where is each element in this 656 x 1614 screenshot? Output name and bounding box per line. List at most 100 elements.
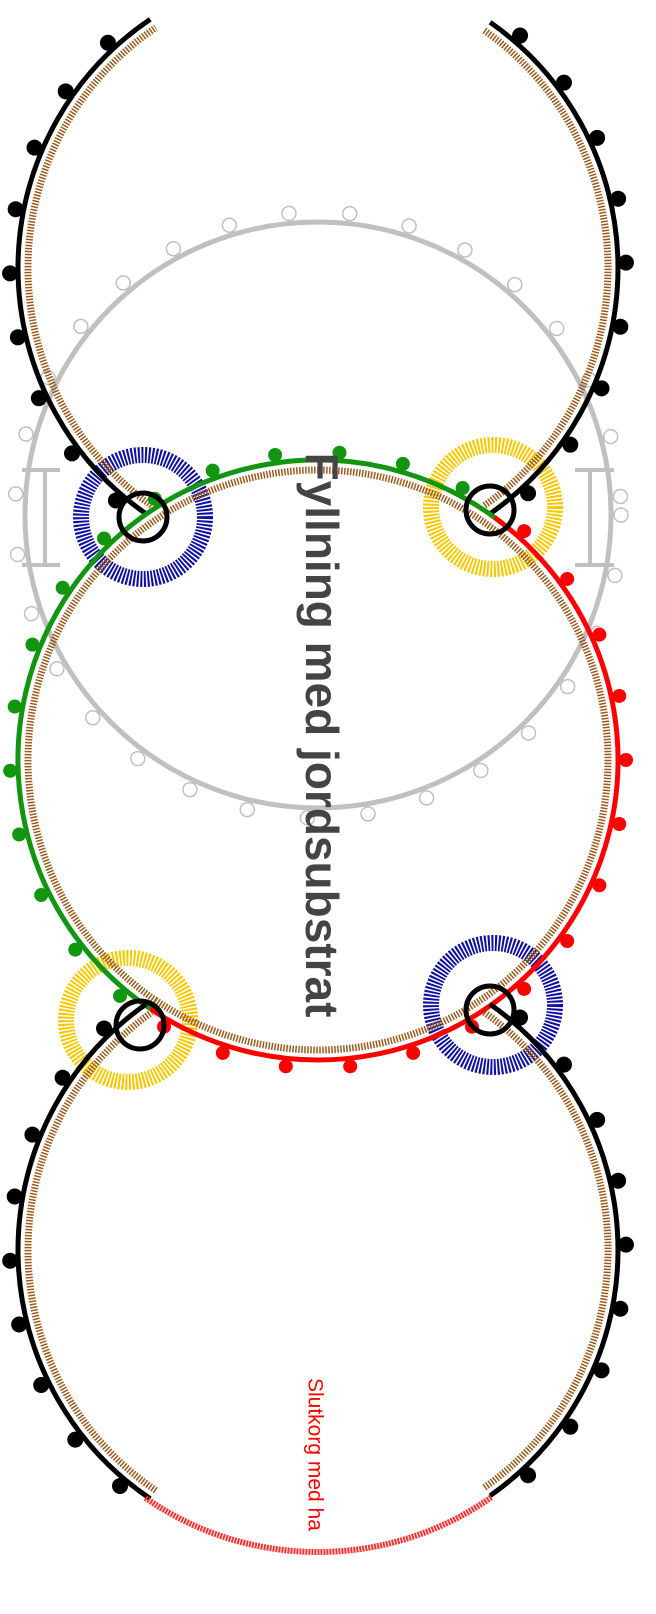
dot xyxy=(555,74,572,91)
main-label: Fyllning med jordsubstrat xyxy=(296,453,348,1018)
dot xyxy=(562,436,579,453)
gray-dot xyxy=(549,320,565,337)
dot xyxy=(99,34,116,51)
brown-arc xyxy=(24,1009,158,1494)
dot xyxy=(268,447,283,462)
gray-dot xyxy=(520,725,537,741)
joint xyxy=(113,998,167,1052)
gray-dot xyxy=(473,762,489,779)
dot xyxy=(343,1059,358,1074)
joint xyxy=(463,983,517,1037)
dot xyxy=(97,531,112,546)
gray-dot xyxy=(9,546,26,563)
dot xyxy=(612,318,629,335)
dot xyxy=(455,481,470,496)
gray-dot xyxy=(602,428,619,445)
red-arc xyxy=(143,1494,493,1555)
dot xyxy=(332,445,347,460)
brown-arc xyxy=(153,522,612,1054)
dot xyxy=(612,688,627,703)
dot xyxy=(33,1377,50,1394)
dot xyxy=(96,1020,113,1037)
dot xyxy=(64,445,81,462)
dot xyxy=(3,763,18,778)
shapes xyxy=(2,17,634,1555)
arc xyxy=(15,457,496,1011)
gray-dot xyxy=(559,678,576,695)
dot xyxy=(7,201,24,218)
dot xyxy=(2,1252,19,1269)
dot xyxy=(517,981,532,996)
dot xyxy=(25,637,40,652)
dot xyxy=(24,1126,41,1143)
dot xyxy=(562,1418,579,1435)
brown-arc xyxy=(24,466,491,1004)
dot xyxy=(610,1172,627,1189)
gray-dot xyxy=(130,750,146,767)
gray-dot xyxy=(18,426,34,442)
dot xyxy=(112,1477,129,1494)
dot xyxy=(395,456,410,471)
arc xyxy=(148,515,621,1063)
dot xyxy=(593,380,610,397)
dot xyxy=(2,265,19,282)
dot xyxy=(555,1056,572,1073)
gray-dot xyxy=(7,486,24,502)
gray-dot xyxy=(401,218,417,234)
brown-arc xyxy=(482,27,612,509)
gray-dot xyxy=(49,661,65,677)
ring xyxy=(73,447,213,587)
arc xyxy=(488,20,621,516)
dot xyxy=(406,1045,421,1060)
dot xyxy=(612,817,627,832)
dot xyxy=(9,329,26,346)
arc xyxy=(488,1002,621,1498)
dot xyxy=(560,934,575,949)
dot xyxy=(517,524,532,539)
dot xyxy=(592,878,607,893)
joint xyxy=(116,490,170,544)
gray-dot xyxy=(85,709,101,726)
dot xyxy=(592,627,607,642)
dot xyxy=(617,1236,634,1253)
gray-dot xyxy=(165,240,182,257)
gray-dot xyxy=(182,781,198,798)
gray-dot xyxy=(73,318,89,335)
joint xyxy=(463,483,517,537)
dot xyxy=(67,1431,84,1448)
arc xyxy=(15,1002,152,1501)
dot xyxy=(11,1316,28,1333)
gray-dot xyxy=(457,242,473,258)
end-label: Slutkorg med ha xyxy=(303,1378,326,1531)
dot xyxy=(12,827,27,842)
dot xyxy=(520,1467,537,1484)
gray-dot xyxy=(115,275,131,291)
dot xyxy=(55,580,70,595)
dot xyxy=(612,1300,629,1317)
dot xyxy=(589,1111,606,1128)
gray-dot xyxy=(239,801,256,818)
ring xyxy=(423,437,563,577)
dot xyxy=(610,190,627,207)
gray-dot xyxy=(221,217,238,233)
gray-dot xyxy=(507,276,523,293)
gray-dot xyxy=(612,488,629,505)
dot xyxy=(520,485,537,502)
gray-dot xyxy=(360,806,376,822)
gray-dot xyxy=(418,790,435,806)
dot xyxy=(619,753,633,767)
dot xyxy=(215,1045,230,1060)
dot xyxy=(205,463,220,478)
dot xyxy=(593,1362,610,1379)
gray-dot xyxy=(299,810,316,826)
dot xyxy=(6,1188,23,1205)
dot xyxy=(278,1059,293,1074)
dot xyxy=(68,942,83,957)
gray-dot xyxy=(23,605,40,622)
gray-dot xyxy=(281,205,297,222)
brown-arc xyxy=(482,1009,612,1491)
dot xyxy=(560,571,575,586)
dot xyxy=(512,27,529,44)
dot xyxy=(26,139,43,156)
